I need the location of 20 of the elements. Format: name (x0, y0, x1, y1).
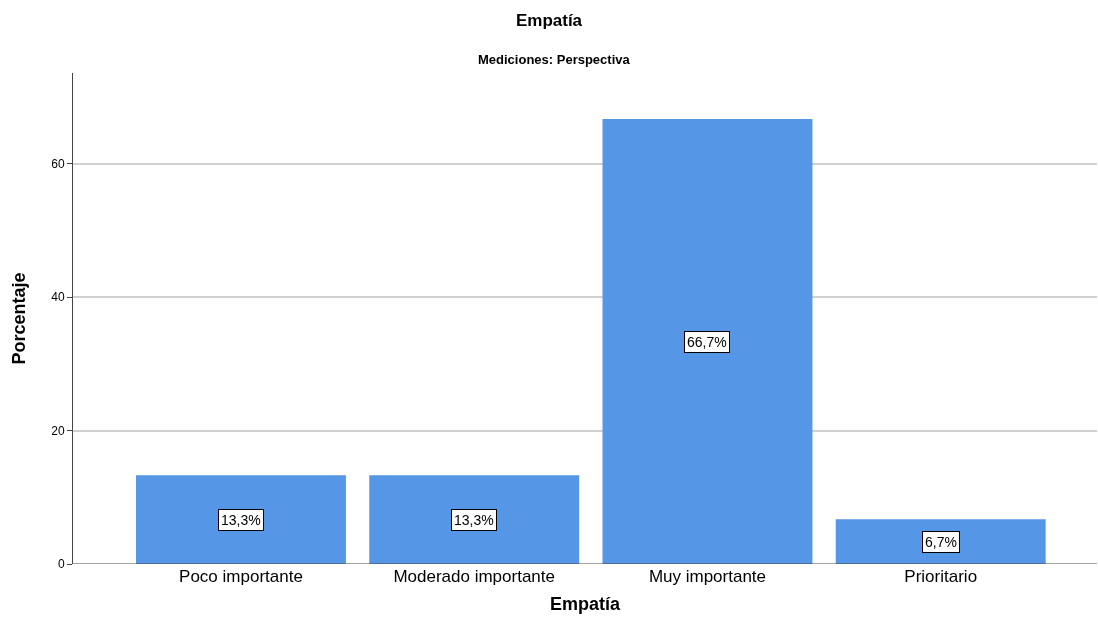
data-label: 13,3% (454, 512, 494, 528)
data-label: 6,7% (925, 534, 957, 550)
y-tick-label: 60 (51, 156, 65, 171)
chart-title: Empatía (515, 10, 583, 30)
bar (369, 475, 580, 564)
x-tick-label: Poco importante (179, 567, 303, 586)
y-tick-label: 0 (57, 557, 65, 572)
bar (835, 519, 1046, 564)
y-tick-label: 20 (51, 423, 65, 438)
y-tick-label: 40 (51, 290, 65, 305)
bar (135, 475, 346, 564)
data-label: 66,7% (687, 334, 727, 350)
y-axis-title: Porcentaje (9, 272, 30, 365)
chart-subtitle: Mediciones: Perspectiva (478, 52, 631, 67)
x-axis-title: Empatía (549, 594, 621, 615)
x-tick-label: Moderado importante (393, 567, 555, 586)
x-tick-label: Muy importante (648, 567, 767, 586)
data-label: 13,3% (221, 512, 261, 528)
bar (602, 119, 813, 564)
x-tick-label: Prioritario (904, 567, 978, 586)
